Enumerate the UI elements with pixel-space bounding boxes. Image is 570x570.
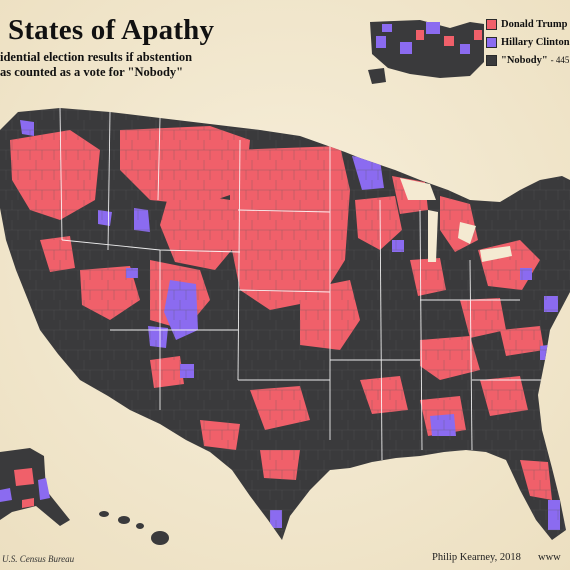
- legend-sublabel: - 445 e: [550, 55, 570, 65]
- legend-item-nobody: "Nobody" - 445 e: [486, 51, 570, 69]
- legend-item-trump: Donald Trump -: [486, 15, 570, 33]
- legend-label: Donald Trump -: [501, 18, 570, 30]
- legend-swatch: [486, 18, 497, 30]
- map-subtitle: idential election results if abstention …: [0, 50, 192, 80]
- state-borders: [59, 108, 545, 461]
- map-title: States of Apathy: [8, 14, 215, 46]
- legend-item-clinton: Hillary Clinton: [486, 33, 570, 51]
- author-credit: Philip Kearney, 2018: [432, 552, 521, 563]
- legend-label: Hillary Clinton: [501, 36, 570, 48]
- legend-swatch: [486, 54, 497, 66]
- great-lakes: [400, 178, 512, 262]
- legend-swatch: [486, 36, 497, 48]
- reference-inset-map: [368, 20, 484, 84]
- alaska-inset: [0, 448, 70, 526]
- hawaii-inset: [99, 511, 169, 545]
- legend: Donald Trump - Hillary Clinton "Nobody" …: [486, 15, 570, 69]
- subtitle-line: as counted as a vote for "Nobody": [0, 65, 184, 79]
- website-link: www: [538, 552, 561, 563]
- subtitle-line: idential election results if abstention: [0, 50, 193, 64]
- source-credit: U.S. Census Bureau: [2, 554, 75, 564]
- legend-label: "Nobody": [501, 54, 548, 66]
